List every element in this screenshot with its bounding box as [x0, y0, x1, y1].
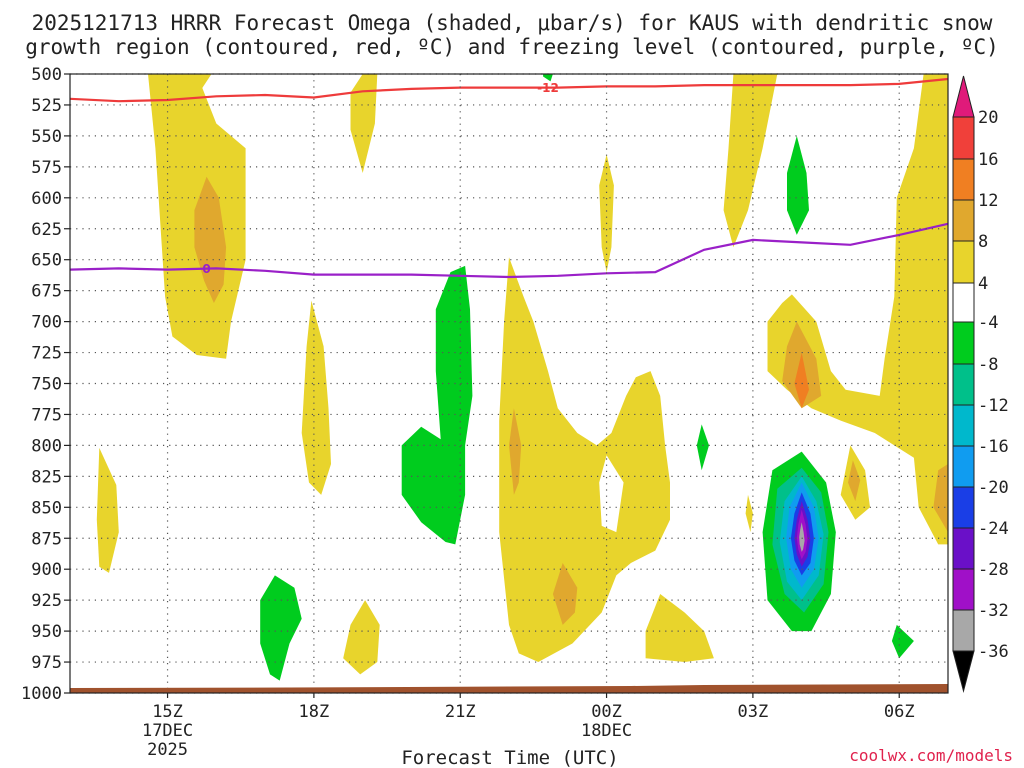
y-tick-label-600: 600: [31, 189, 62, 209]
colorbar-label--8: -8: [978, 355, 998, 375]
colorbar-label-16: 16: [978, 150, 998, 170]
y-tick-label-525: 525: [31, 96, 62, 116]
colorbar-top-arrow: [952, 75, 975, 118]
x-tick-label-15Z: 15Z: [152, 702, 183, 722]
colorbar-segment-16_20: [952, 116, 975, 160]
colorbar-label--16: -16: [978, 437, 1009, 457]
omega-region-rise-16z-upper: [167, 74, 212, 93]
omega-region-sink-22z-top: [543, 74, 553, 82]
colorbar-label--28: -28: [978, 560, 1009, 580]
colorbar-segment-m24_m20: [952, 486, 975, 529]
contour-label-0: 0: [202, 262, 210, 276]
x-tick-date-17DEC: 17DEC: [142, 721, 193, 741]
colorbar-bottom-arrow: [952, 650, 975, 693]
contour-dendritic--12C: [69, 77, 949, 103]
colorbar-segment-12_16: [952, 158, 975, 201]
colorbar-segment-m8_m4: [952, 321, 975, 365]
contour-layer: -12 0: [69, 77, 949, 279]
y-tick-label-825: 825: [31, 467, 62, 487]
omega-region-rise-30z-spot: [848, 460, 861, 502]
colorbar-label--32: -32: [978, 601, 1009, 621]
y-tick-label-1000: 1000: [21, 684, 62, 704]
omega-region-rise-22z-core: [509, 408, 522, 495]
colorbar-label-4: 4: [978, 274, 988, 294]
x-tick-label-21Z: 21Z: [445, 702, 476, 722]
omega-region-sink-03z-m36: [799, 522, 805, 552]
colorbar: 20 16 12 8 4 -4 -8 -12 -16 -20 -24 -28 -32 -36: [952, 75, 1009, 693]
colorbar-segment-m36_m32: [952, 609, 975, 652]
colorbar-segment-m20_m16: [952, 445, 975, 488]
x-tick-label-18Z: 18Z: [299, 702, 330, 722]
omega-region-sink-27z-upper: [787, 135, 809, 235]
omega-region-rise-19z-upper: [350, 74, 378, 173]
colorbar-segment-m16_m12: [952, 404, 975, 447]
x-tick-date-18DEC: 18DEC: [581, 721, 632, 741]
colorbar-label--12: -12: [978, 396, 1009, 416]
omega-region-rise-22z-column: [499, 257, 670, 662]
omega-region-sink-21z: [401, 265, 473, 545]
omega-region-rise-28z-peak: [794, 352, 809, 409]
x-axis-title: Forecast Time (UTC): [401, 747, 618, 768]
y-tick-label-900: 900: [31, 560, 62, 580]
x-tick-label-03Z: 03Z: [738, 702, 769, 722]
omega-region-rise-19z-low: [343, 600, 380, 675]
omega-region-sink-30z-spot: [891, 624, 914, 659]
y-tick-label-700: 700: [31, 313, 62, 333]
contour-label--12: -12: [537, 81, 559, 95]
x-tick-label-06Z: 06Z: [884, 702, 915, 722]
y-tick-label-850: 850: [31, 498, 62, 518]
colorbar-segment-m4_4: [952, 282, 975, 323]
y-tick-label-725: 725: [31, 344, 62, 364]
omega-region-rise-26z-spot: [745, 494, 753, 533]
y-axis: 500 525 550 575 600 625 650 675 700 725 750 775 800 8…: [21, 65, 70, 704]
colorbar-label-8: 8: [978, 232, 988, 252]
omega-region-rise-24z-upper: [599, 154, 614, 273]
terrain-fill: [70, 684, 948, 693]
x-tick-label-00Z: 00Z: [591, 702, 622, 722]
omega-region-rise-23z-core: [552, 563, 578, 625]
y-tick-label-950: 950: [31, 622, 62, 642]
y-tick-label-750: 750: [31, 375, 62, 395]
y-tick-label-975: 975: [31, 653, 62, 673]
colorbar-label--4: -4: [978, 313, 998, 333]
colorbar-segment-8_12: [952, 199, 975, 242]
colorbar-segment-m32_m28: [952, 568, 975, 611]
colorbar-label--20: -20: [978, 478, 1009, 498]
colorbar-label-12: 12: [978, 191, 998, 211]
y-tick-label-625: 625: [31, 220, 62, 240]
omega-region-rise-13z-low: [96, 447, 119, 573]
omega-region-rise-15z-core: [194, 176, 227, 303]
omega-region-rise-28z-upper: [723, 74, 778, 248]
y-tick-label-575: 575: [31, 158, 62, 178]
omega-region-rise-25z-low: [645, 594, 714, 662]
colorbar-label-20: 20: [978, 108, 998, 128]
contour-freezing-level-0C: [69, 222, 949, 279]
omega-region-rise-24z-cut: [599, 455, 624, 533]
omega-region-rise-31z-spot: [933, 464, 948, 533]
colorbar-label--36: -36: [978, 642, 1009, 662]
colorbar-segment-4_8: [952, 240, 975, 284]
omega-region-sink-26z-spot: [696, 424, 709, 471]
y-tick-label-675: 675: [31, 282, 62, 302]
y-tick-label-550: 550: [31, 127, 62, 147]
x-tick-year-2025: 2025: [147, 740, 188, 760]
colorbar-label--24: -24: [978, 519, 1009, 539]
omega-region-rise-18z-mid: [301, 300, 331, 495]
chart-title-line1: 2025121713 HRRR Forecast Omega (shaded, …: [32, 11, 993, 35]
colorbar-segment-m12_m8: [952, 363, 975, 406]
chart-title-line2: growth region (contoured, red, ºC) and f…: [25, 35, 999, 59]
y-tick-label-650: 650: [31, 251, 62, 271]
colorbar-segment-m28_m24: [952, 527, 975, 570]
plot-area: [70, 74, 948, 693]
omega-region-rise-28z-mid: [767, 74, 948, 545]
y-tick-label-800: 800: [31, 436, 62, 456]
omega-region-sink-18z-low: [260, 575, 302, 681]
y-tick-label-875: 875: [31, 529, 62, 549]
y-tick-label-775: 775: [31, 405, 62, 425]
y-tick-label-925: 925: [31, 591, 62, 611]
y-tick-label-500: 500: [31, 65, 62, 85]
credit-link[interactable]: coolwx.com/models: [849, 746, 1013, 765]
